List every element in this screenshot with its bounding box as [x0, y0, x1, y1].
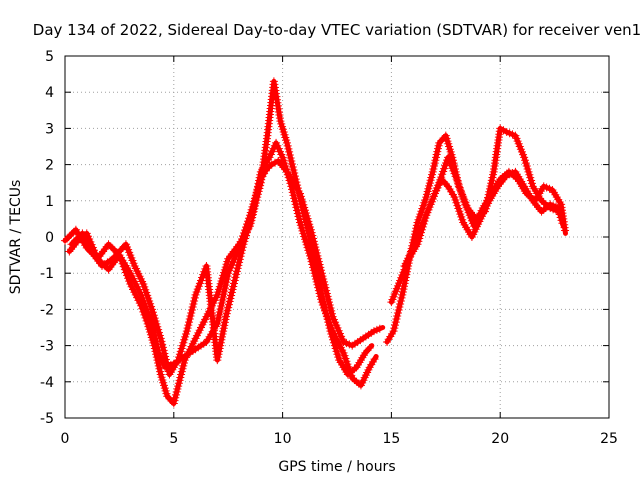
y-tick-label: 0	[45, 230, 54, 246]
series-track-3	[67, 138, 379, 390]
x-tick-label: 10	[274, 431, 292, 447]
y-tick-label: -2	[40, 302, 54, 318]
series-markers	[67, 138, 379, 390]
y-tick-label: -1	[40, 266, 54, 282]
y-tick-label: 3	[45, 121, 54, 137]
y-axis-label: SDTVAR / TECUs	[8, 180, 24, 295]
x-tick-label: 0	[61, 431, 70, 447]
x-tick-label: 5	[169, 431, 178, 447]
data-series	[61, 77, 570, 408]
x-tick-label: 25	[600, 431, 618, 447]
series-track-4	[383, 124, 567, 346]
y-tick-label: 4	[45, 85, 54, 101]
series-markers	[400, 153, 570, 270]
grid-lines	[65, 56, 609, 418]
y-tick-label: -5	[40, 411, 54, 427]
axis-ticks: 0 5 10 15 20 25 -5 -4 -3 -2 -1 0 1 2 3 4 5	[40, 49, 618, 447]
x-tick-label: 15	[382, 431, 400, 447]
x-axis-label: GPS time / hours	[278, 459, 395, 475]
y-tick-label: 2	[45, 158, 54, 174]
y-tick-label: 5	[45, 49, 54, 65]
y-tick-label: -4	[40, 375, 54, 391]
chart-title: Day 134 of 2022, Sidereal Day-to-day VTE…	[33, 21, 640, 39]
series-track-6	[400, 153, 570, 270]
y-tick-label: -3	[40, 339, 54, 355]
x-tick-label: 20	[491, 431, 509, 447]
y-tick-label: 1	[45, 194, 54, 210]
